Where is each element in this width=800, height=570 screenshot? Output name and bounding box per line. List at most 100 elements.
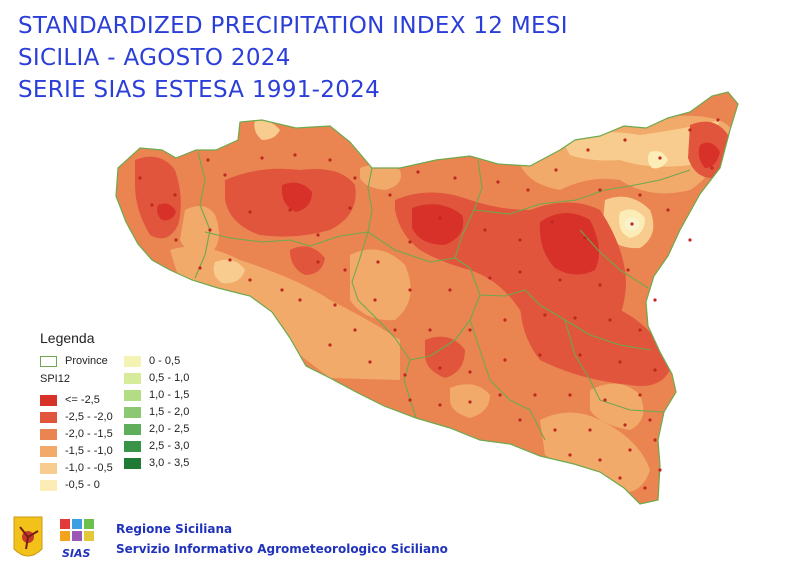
class-fill-light-east bbox=[590, 383, 644, 430]
class-fill-pale-northeast bbox=[560, 120, 720, 167]
legend-label: -1,5 - -1,0 bbox=[65, 445, 113, 457]
legend-label: 0 - 0,5 bbox=[149, 355, 181, 367]
legend-item: -1,5 - -1,0 bbox=[40, 444, 113, 458]
legend-item: 0,5 - 1,0 bbox=[124, 371, 189, 385]
station-dot bbox=[293, 153, 297, 157]
province-boundary bbox=[564, 319, 665, 413]
station-dot bbox=[538, 353, 542, 357]
legend-province-label: Province bbox=[65, 355, 108, 367]
station-dot bbox=[618, 476, 622, 480]
station-dot bbox=[643, 486, 647, 490]
province-boundary bbox=[469, 319, 546, 441]
station-dot bbox=[333, 303, 337, 307]
class-fill-extreme-central-east bbox=[539, 212, 599, 275]
title-line-2: SICILIA - AGOSTO 2024 bbox=[18, 45, 291, 71]
station-dot bbox=[498, 393, 502, 397]
station-dot bbox=[583, 236, 587, 240]
station-dot bbox=[653, 368, 657, 372]
station-dot bbox=[438, 216, 442, 220]
legend-label: <= -2,5 bbox=[65, 394, 100, 406]
station-dot bbox=[638, 328, 642, 332]
station-dot bbox=[328, 158, 332, 162]
org-name: Regione Siciliana bbox=[116, 522, 233, 536]
legend-spi-label: SPI12 bbox=[40, 373, 70, 385]
legend-label: 3,0 - 3,5 bbox=[149, 457, 190, 469]
station-dot bbox=[628, 448, 632, 452]
station-dot bbox=[280, 288, 284, 292]
station-dot bbox=[468, 400, 472, 404]
station-dot bbox=[174, 238, 178, 242]
map-title: STANDARDIZED PRECIPITATION INDEX 12 MESI… bbox=[18, 10, 568, 106]
station-dot bbox=[588, 428, 592, 432]
station-dot bbox=[658, 468, 662, 472]
legend-title: Legenda bbox=[40, 330, 95, 346]
legend-swatch bbox=[40, 462, 57, 474]
station-dot bbox=[603, 398, 607, 402]
regione-siciliana-logo-icon bbox=[13, 516, 43, 557]
station-dot bbox=[488, 276, 492, 280]
station-dot bbox=[150, 203, 154, 207]
station-dot bbox=[648, 418, 652, 422]
station-dot bbox=[553, 428, 557, 432]
province-boundaries bbox=[194, 151, 691, 441]
sias-logo-text: SIAS bbox=[62, 547, 91, 560]
weather-stations bbox=[138, 118, 720, 490]
legend-item: <= -2,5 bbox=[40, 393, 100, 407]
service-name: Servizio Informativo Agrometeorologico S… bbox=[116, 542, 448, 556]
station-dot bbox=[573, 316, 577, 320]
station-dot bbox=[568, 453, 572, 457]
legend-item: 3,0 - 3,5 bbox=[124, 456, 189, 470]
station-dot bbox=[288, 208, 292, 212]
station-dot bbox=[586, 148, 590, 152]
station-dot bbox=[533, 393, 537, 397]
class-fill-dry-central-west bbox=[290, 246, 325, 275]
station-dot bbox=[206, 158, 210, 162]
legend-label: -2,0 - -1,5 bbox=[65, 428, 113, 440]
province-boundary bbox=[479, 289, 651, 351]
province-boundary bbox=[473, 169, 691, 215]
legend-item: 1,5 - 2,0 bbox=[124, 405, 189, 419]
station-dot bbox=[403, 373, 407, 377]
station-dot bbox=[623, 138, 627, 142]
station-dot bbox=[518, 418, 522, 422]
station-dot bbox=[503, 358, 507, 362]
class-fill-pale-northeast-spot bbox=[647, 151, 668, 169]
class-fill-extreme-northeast bbox=[698, 142, 720, 168]
legend-swatch bbox=[124, 440, 141, 452]
legend-item: -2,5 - -2,0 bbox=[40, 410, 113, 424]
spi-surface bbox=[116, 92, 738, 504]
class-fill-pale-southwest bbox=[213, 259, 245, 284]
station-dot bbox=[208, 228, 212, 232]
station-dot bbox=[543, 313, 547, 317]
legend-label: 2,0 - 2,5 bbox=[149, 423, 190, 435]
station-dot bbox=[173, 193, 177, 197]
station-dot bbox=[248, 278, 252, 282]
legend-swatch bbox=[40, 445, 57, 457]
station-dot bbox=[568, 393, 572, 397]
legend-item: -2,0 - -1,5 bbox=[40, 427, 113, 441]
footer: SIAS Regione Siciliana Servizio Informat… bbox=[0, 505, 800, 570]
station-dot bbox=[373, 298, 377, 302]
title-line-1: STANDARDIZED PRECIPITATION INDEX 12 MESI bbox=[18, 13, 568, 39]
legend-label: -1,0 - -0,5 bbox=[65, 462, 113, 474]
legend-label: -2,5 - -2,0 bbox=[65, 411, 113, 423]
station-dot bbox=[483, 228, 487, 232]
station-dot bbox=[316, 233, 320, 237]
station-dot bbox=[518, 270, 522, 274]
station-dot bbox=[353, 328, 357, 332]
legend-item: 2,5 - 3,0 bbox=[124, 439, 189, 453]
legend-item-province: Province bbox=[40, 354, 108, 368]
province-boundary bbox=[579, 229, 649, 289]
class-fill-extreme-west bbox=[157, 203, 176, 221]
legend-swatch bbox=[124, 406, 141, 418]
station-dot bbox=[638, 193, 642, 197]
footer-credits: Regione Siciliana Servizio Informativo A… bbox=[116, 519, 448, 559]
class-fill-dry-south-central bbox=[425, 336, 465, 378]
station-dot bbox=[503, 318, 507, 322]
legend-swatch bbox=[40, 479, 57, 491]
legend-swatch bbox=[124, 389, 141, 401]
legend-swatch bbox=[40, 394, 57, 406]
legend-swatch bbox=[124, 423, 141, 435]
station-dot bbox=[550, 220, 554, 224]
logos: SIAS bbox=[13, 516, 94, 560]
